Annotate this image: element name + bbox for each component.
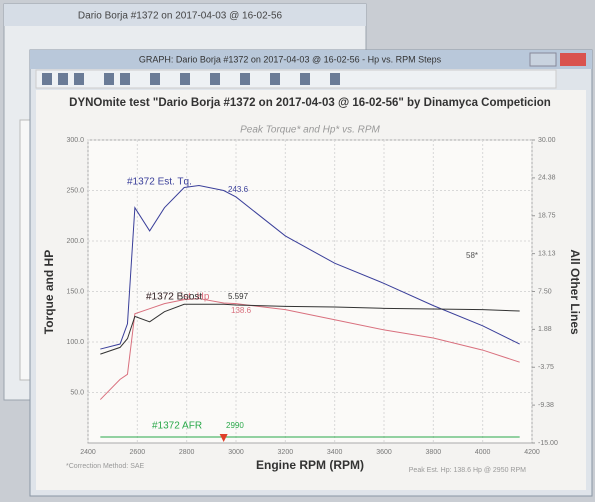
y-tick-label: 50.0 bbox=[70, 389, 84, 396]
page: {"back_window": {"title": "Dario Borja #… bbox=[0, 0, 595, 502]
y2-axis-label: All Other Lines bbox=[568, 249, 582, 335]
chart-subtitle: Peak Torque* and Hp* vs. RPM bbox=[240, 125, 380, 136]
x-axis-label: Engine RPM (RPM) bbox=[256, 458, 364, 472]
x-tick-label: 2400 bbox=[80, 449, 96, 456]
graph-window-title: GRAPH: Dario Borja #1372 on 2017-04-03 @… bbox=[139, 54, 442, 64]
y-tick-label: 300.0 bbox=[66, 137, 84, 144]
x-tick-label: 2800 bbox=[179, 449, 195, 456]
tool-icon[interactable] bbox=[330, 73, 340, 85]
note: Peak Est. Hp: 138.6 Hp @ 2950 RPM bbox=[409, 467, 526, 474]
tool-icon[interactable] bbox=[210, 73, 220, 85]
annotation: 2990 bbox=[226, 421, 244, 430]
x-tick-label: 3600 bbox=[376, 449, 392, 456]
annotation: 5.597 bbox=[228, 292, 249, 301]
y2-tick-label: 7.50 bbox=[538, 288, 552, 295]
tool-icon[interactable] bbox=[240, 73, 250, 85]
tool-icon[interactable] bbox=[104, 73, 114, 85]
tool-icon[interactable] bbox=[150, 73, 160, 85]
y-tick-label: 200.0 bbox=[66, 238, 84, 245]
note: *Correction Method: SAE bbox=[66, 463, 145, 470]
x-tick-label: 3000 bbox=[228, 449, 244, 456]
x-tick-label: 3200 bbox=[278, 449, 294, 456]
series-label: #1372 Boost bbox=[146, 292, 202, 303]
series-label: #1372 Est. Tq. bbox=[127, 177, 192, 188]
x-tick-label: 3800 bbox=[426, 449, 442, 456]
tool-icon[interactable] bbox=[300, 73, 310, 85]
tool-icon[interactable] bbox=[74, 73, 84, 85]
y2-tick-label: -9.38 bbox=[538, 402, 554, 409]
tool-icon[interactable] bbox=[42, 73, 52, 85]
maximize-button[interactable] bbox=[530, 53, 556, 66]
tool-icon[interactable] bbox=[270, 73, 280, 85]
y-tick-label: 250.0 bbox=[66, 187, 84, 194]
y2-tick-label: 1.88 bbox=[538, 326, 552, 333]
annotation: 243.6 bbox=[228, 185, 249, 194]
back-window-title: Dario Borja #1372 on 2017-04-03 @ 16-02-… bbox=[78, 11, 283, 22]
y-axis-label: Torque and HP bbox=[42, 250, 56, 334]
y2-tick-label: 18.75 bbox=[538, 213, 556, 220]
x-tick-label: 4000 bbox=[475, 449, 491, 456]
series-label: #1372 AFR bbox=[152, 421, 202, 432]
x-tick-label: 4200 bbox=[524, 449, 540, 456]
x-tick-label: 3400 bbox=[327, 449, 343, 456]
x-tick-label: 2600 bbox=[130, 449, 146, 456]
y-tick-label: 100.0 bbox=[66, 339, 84, 346]
y2-tick-label: 24.38 bbox=[538, 175, 556, 182]
y2-tick-label: -15.00 bbox=[538, 440, 558, 447]
close-button[interactable] bbox=[560, 53, 586, 66]
tool-icon[interactable] bbox=[120, 73, 130, 85]
screen: Dario Borja #1372 on 2017-04-03 @ 16-02-… bbox=[0, 0, 595, 502]
y2-tick-label: 13.13 bbox=[538, 250, 556, 257]
y2-tick-label: -3.75 bbox=[538, 364, 554, 371]
chart-title: DYNOmite test "Dario Borja #1372 on 2017… bbox=[69, 97, 551, 109]
annotation: 58* bbox=[466, 251, 478, 260]
y-tick-label: 150.0 bbox=[66, 288, 84, 295]
annotation: 138.6 bbox=[231, 306, 252, 315]
y2-tick-label: 30.00 bbox=[538, 137, 556, 144]
tool-icon[interactable] bbox=[58, 73, 68, 85]
tool-icon[interactable] bbox=[180, 73, 190, 85]
